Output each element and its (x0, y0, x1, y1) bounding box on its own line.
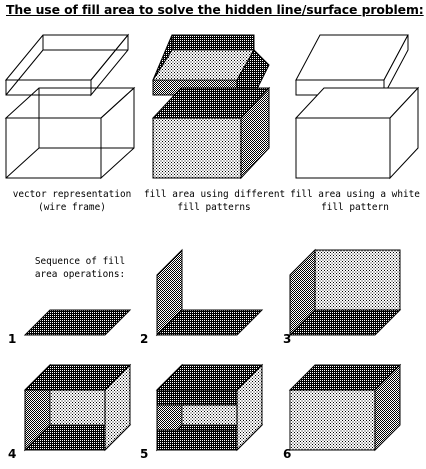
step-number-6: 6 (283, 447, 292, 461)
pattern-box (151, 86, 271, 180)
pattern-roof (152, 34, 270, 96)
sequence-label: Sequence of fill area operations: (20, 255, 140, 281)
step-6-figure (288, 363, 402, 452)
caption-patterns-line2: fill patterns (177, 202, 251, 213)
wireframe-roof (4, 33, 130, 97)
white-fill-figure (294, 34, 420, 180)
white-box (294, 86, 420, 180)
wireframe-figure (4, 33, 136, 180)
step-number-1: 1 (8, 332, 17, 346)
step-1-figure (23, 309, 132, 336)
step-3-figure (288, 248, 402, 337)
sequence-label-line2: area operations: (34, 269, 126, 280)
caption-wire-frame: vector representation (wire frame) (2, 188, 142, 214)
step-2-figure (155, 248, 264, 337)
diagram-title: The use of fill area to solve the hidden… (6, 2, 424, 17)
pattern-fill-figure (151, 34, 271, 180)
caption-white-fill: fill area using a white fill pattern (287, 188, 423, 214)
caption-white-line1: fill area using a white (290, 189, 420, 200)
caption-fill-patterns: fill area using different fill patterns (144, 188, 286, 214)
step-number-4: 4 (8, 447, 17, 461)
step-number-2: 2 (140, 332, 149, 346)
step-number-3: 3 (283, 332, 292, 346)
step-number-5: 5 (140, 447, 149, 461)
caption-wire-line2: (wire frame) (38, 202, 106, 213)
wireframe-box (4, 86, 136, 180)
step-5-figure (155, 363, 264, 452)
sequence-label-line1: Sequence of fill (34, 256, 126, 267)
caption-white-line2: fill pattern (321, 202, 389, 213)
caption-wire-line1: vector representation (12, 189, 132, 200)
white-roof (295, 34, 409, 96)
caption-patterns-line1: fill area using different (144, 189, 286, 200)
step-4-figure (23, 363, 132, 452)
